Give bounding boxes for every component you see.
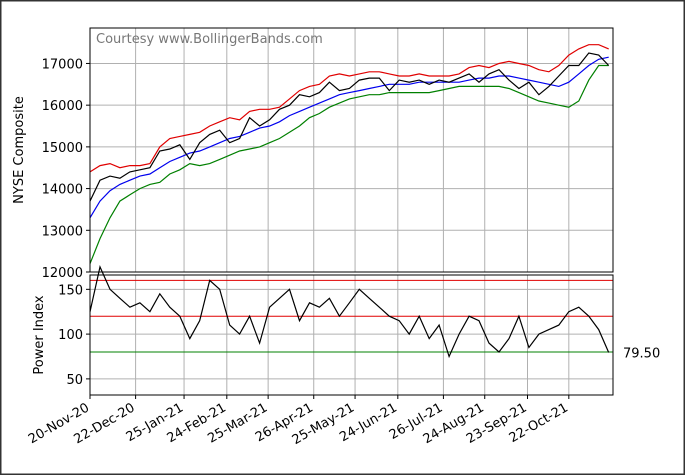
series-line [89,265,610,359]
series-line [89,56,609,219]
value-label: 79.50 [623,346,660,361]
y-tick-label: 50 [66,373,83,388]
y-tick-label: 16000 [42,99,83,114]
series-line [89,52,610,202]
annotation: Courtesy www.BollingerBands.com [96,32,323,47]
y-axis-label: NYSE Composite [12,96,27,204]
y-tick-label: 17000 [42,57,83,72]
y-tick-label: 14000 [42,183,83,198]
y-tick-label: 100 [58,328,83,343]
y-tick-label: 150 [58,283,83,298]
plot-frame [89,27,614,273]
y-tick-label: 15000 [42,141,83,156]
series-line [89,44,609,173]
series-line [89,64,609,264]
y-tick-label: 13000 [42,224,83,239]
y-axis-label: Power Index [32,295,47,375]
plot-frame [89,274,614,396]
y-tick-label: 12000 [42,266,83,281]
